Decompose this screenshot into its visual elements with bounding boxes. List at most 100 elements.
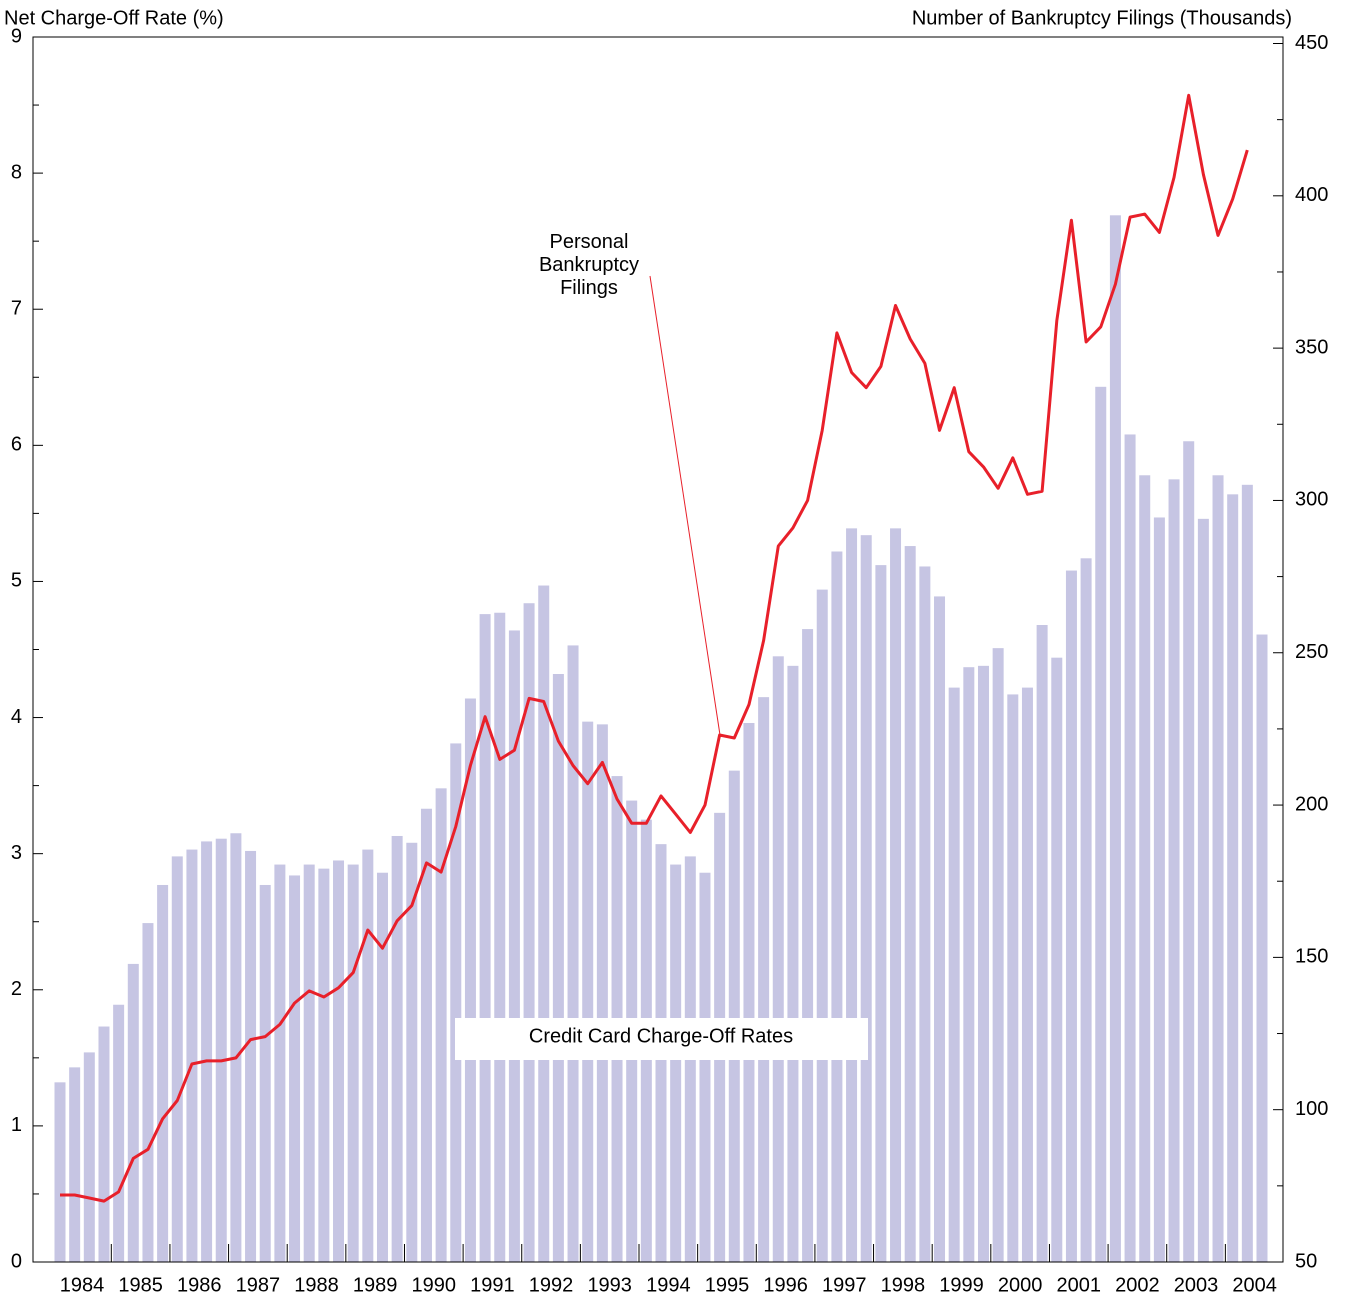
y2-tick-label: 350 xyxy=(1295,336,1328,358)
bar xyxy=(890,528,902,1262)
bar xyxy=(1080,558,1092,1262)
bar xyxy=(1124,434,1136,1262)
y-tick-label: 3 xyxy=(11,842,22,864)
bar xyxy=(420,808,432,1262)
bar xyxy=(201,841,213,1262)
x-tick-label: 1990 xyxy=(412,1274,457,1296)
x-tick-label: 1986 xyxy=(177,1274,222,1296)
bar xyxy=(54,1082,66,1262)
bar xyxy=(699,872,711,1262)
x-tick-label: 1993 xyxy=(587,1274,632,1296)
bar xyxy=(1036,625,1048,1262)
bar xyxy=(538,585,550,1262)
y2-tick-label: 100 xyxy=(1295,1098,1328,1120)
bar xyxy=(1007,694,1019,1262)
x-tick-label: 1992 xyxy=(529,1274,574,1296)
y-tick-label: 5 xyxy=(11,570,22,592)
x-tick-label: 1984 xyxy=(60,1274,105,1296)
bar xyxy=(758,697,770,1262)
x-tick-label: 2004 xyxy=(1232,1274,1277,1296)
line xyxy=(60,93,1249,1203)
bar xyxy=(567,645,579,1262)
bar xyxy=(215,838,227,1262)
bar xyxy=(977,665,989,1262)
x-tick-label: 2001 xyxy=(1057,1274,1102,1296)
line-label-part: Personal xyxy=(550,231,629,253)
bar xyxy=(1051,657,1063,1262)
y-tick-label: 7 xyxy=(11,298,22,320)
x-tick-label: 1995 xyxy=(705,1274,750,1296)
bar-label: Credit Card Charge-Off Rates xyxy=(529,1025,793,1047)
bar xyxy=(289,875,301,1262)
bar xyxy=(259,884,271,1262)
x-tick-label: 1991 xyxy=(470,1274,515,1296)
y-tick-label: 0 xyxy=(11,1250,22,1272)
bar xyxy=(1183,441,1195,1262)
x-tick-label: 1987 xyxy=(236,1274,281,1296)
bar xyxy=(728,770,740,1262)
y-axis-label: Net Charge-Off Rate (%) xyxy=(4,7,224,29)
x-tick-label: 1988 xyxy=(294,1274,339,1296)
y2-tick-label: 150 xyxy=(1295,946,1328,968)
bar xyxy=(69,1067,81,1262)
bar-label-box xyxy=(455,1018,868,1060)
line-label-part: Bankruptcy xyxy=(539,254,639,276)
bar xyxy=(494,612,506,1262)
bar xyxy=(464,698,476,1262)
bar xyxy=(919,566,931,1262)
y-tick-label: 1 xyxy=(11,1114,22,1136)
bar xyxy=(934,596,946,1262)
bar xyxy=(670,864,682,1262)
bar xyxy=(860,535,872,1262)
bar xyxy=(245,850,257,1262)
x-tick-label: 1997 xyxy=(822,1274,867,1296)
bar xyxy=(376,872,388,1262)
bar xyxy=(318,868,330,1262)
bar xyxy=(391,835,403,1262)
bar xyxy=(113,1004,125,1262)
bar xyxy=(787,665,799,1262)
y-tick-label: 2 xyxy=(11,978,22,1000)
x-tick-label: 1985 xyxy=(118,1274,163,1296)
bar xyxy=(98,1026,110,1262)
y-tick-label: 8 xyxy=(11,161,22,183)
bar xyxy=(406,842,418,1262)
y-tick-label: 4 xyxy=(11,706,22,728)
x-tick-label: 1999 xyxy=(939,1274,984,1296)
x-tick-label: 1994 xyxy=(646,1274,691,1296)
line-label-part: Filings xyxy=(560,277,618,299)
bar xyxy=(333,860,345,1262)
bar xyxy=(274,864,286,1262)
bar xyxy=(1109,215,1121,1263)
bar xyxy=(1139,475,1151,1262)
line-label: Personal Bankruptcy Filings xyxy=(539,231,639,299)
x-tick-label: 1989 xyxy=(353,1274,398,1296)
bar xyxy=(435,788,447,1262)
bar xyxy=(816,589,828,1262)
bar xyxy=(347,864,359,1262)
bar xyxy=(83,1052,95,1262)
bar xyxy=(303,864,315,1262)
bar xyxy=(1021,687,1033,1262)
bar xyxy=(992,648,1004,1262)
bar xyxy=(479,614,491,1262)
bar xyxy=(1227,494,1239,1262)
bar xyxy=(743,723,755,1262)
bar xyxy=(157,884,169,1262)
bar xyxy=(1212,475,1224,1262)
bar xyxy=(1095,386,1107,1262)
y2-tick-label: 450 xyxy=(1295,32,1328,54)
bar xyxy=(1241,484,1253,1262)
bar xyxy=(142,923,154,1262)
y-tick-label: 6 xyxy=(11,434,22,456)
bar xyxy=(508,630,520,1262)
bar xyxy=(171,856,183,1262)
bar xyxy=(1256,634,1268,1262)
y-tick-label: 9 xyxy=(11,25,22,47)
x-tick-label: 1996 xyxy=(763,1274,808,1296)
bar xyxy=(186,849,198,1262)
bar xyxy=(1168,479,1180,1263)
bar xyxy=(230,833,242,1262)
bar xyxy=(963,667,975,1262)
